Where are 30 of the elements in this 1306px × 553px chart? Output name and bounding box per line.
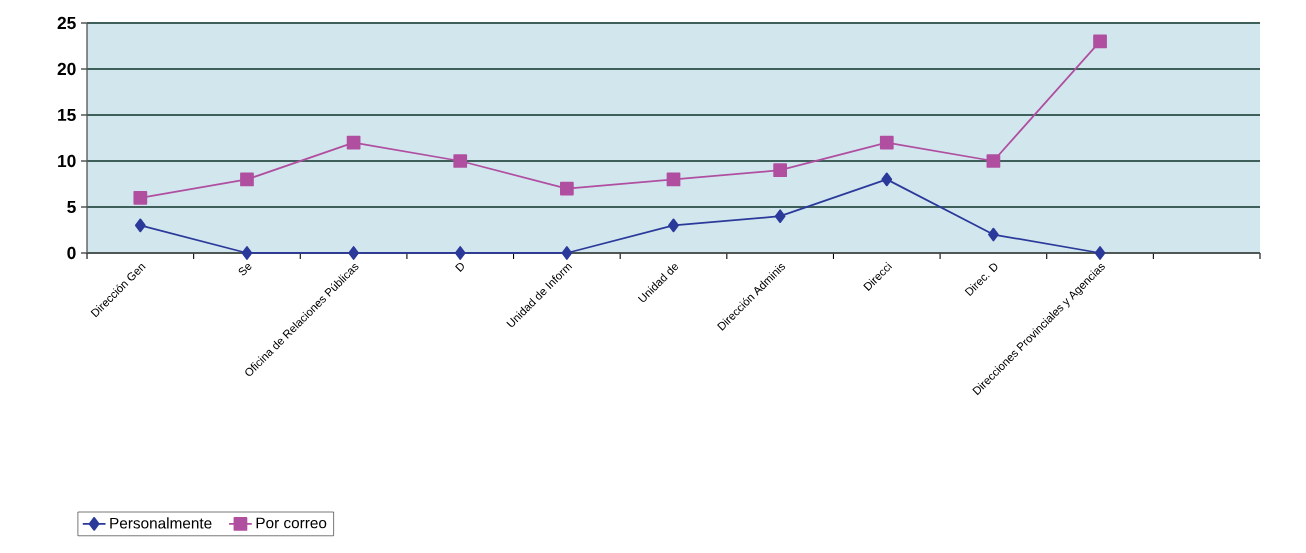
y-tick-label: 10 — [58, 154, 76, 168]
point — [561, 246, 573, 260]
point — [453, 154, 468, 168]
point — [879, 135, 894, 150]
point — [1093, 34, 1107, 49]
point — [986, 154, 1001, 168]
point — [348, 246, 359, 260]
point — [774, 209, 786, 224]
legend-label: Personalmente — [110, 517, 212, 529]
point — [134, 218, 146, 233]
point — [133, 190, 148, 205]
y-tick-label: 20 — [57, 62, 76, 76]
y-tick-label: 15 — [58, 108, 76, 122]
y-tick-label: 25 — [57, 16, 76, 30]
point — [454, 246, 466, 260]
point — [988, 227, 999, 242]
y-tick-label: 5 — [67, 200, 76, 214]
point — [241, 246, 253, 260]
point — [668, 218, 679, 233]
legend-label: Por correo — [256, 517, 327, 529]
x-tick-label: D — [455, 263, 464, 272]
point — [881, 172, 893, 187]
point — [346, 135, 361, 150]
x-tick-label: Se — [238, 263, 252, 276]
point — [773, 163, 788, 178]
point — [666, 172, 681, 187]
y-tick-label: 0 — [67, 246, 76, 260]
point — [1094, 246, 1106, 260]
point — [560, 181, 574, 196]
point — [240, 172, 254, 187]
